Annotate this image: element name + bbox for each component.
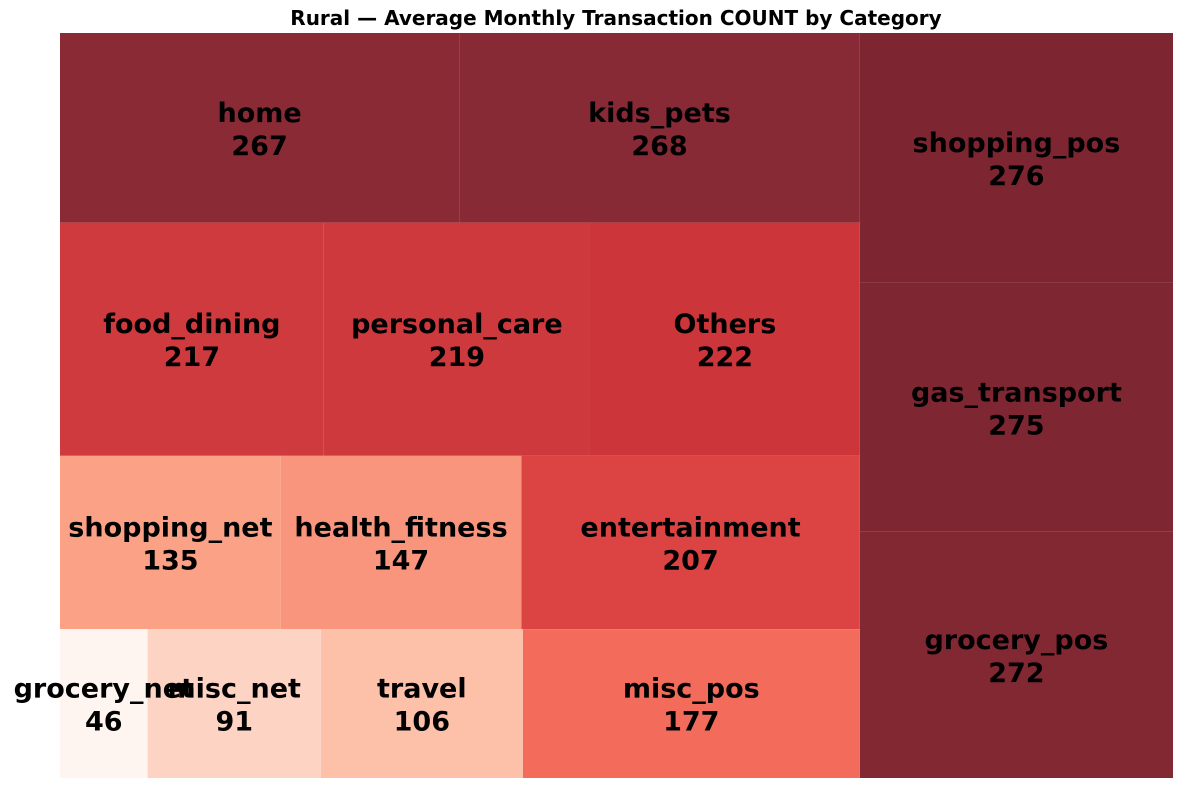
treemap-cell-label: home [217,98,301,129]
treemap-cell-label: grocery_net [14,674,194,705]
treemap-cell-value: 267 [231,131,287,162]
treemap-cell-health-fitness [280,455,522,630]
treemap-cell-label: kids_pets [588,98,731,129]
treemap-cell-value: 276 [988,161,1044,192]
treemap-cell-shopping-pos [859,33,1173,283]
treemap-cell-kids-pets [459,33,860,223]
treemap-cell-value: 275 [988,410,1044,441]
treemap-cell-food-dining [60,222,324,456]
treemap-cell-label: travel [377,674,467,705]
treemap-cell-label: shopping_net [68,512,272,543]
treemap-cell-label: misc_pos [623,674,760,705]
treemap-cell-home [60,33,460,223]
treemap-cell-value: 46 [85,707,123,738]
treemap-cell-entertainment [521,455,860,630]
treemap-cell-label: misc_net [168,674,301,705]
treemap-cell-personal-care [323,222,590,456]
treemap-cell-shopping-net [60,455,281,630]
treemap-cell-value: 217 [164,342,220,373]
treemap-cell-value: 268 [631,131,687,162]
treemap-cell-label: food_dining [103,309,280,340]
treemap-cell-label: health_fitness [294,512,507,543]
treemap-cell-label: entertainment [580,512,800,543]
treemap-cells [60,33,1173,778]
treemap-cell-label: Others [674,309,777,340]
treemap-cell-value: 207 [662,545,718,576]
treemap-cell-misc-net [147,629,321,778]
treemap-cell-label: personal_care [351,309,563,340]
treemap-cell-label: shopping_pos [913,128,1121,159]
treemap-cell-misc-pos [522,629,860,778]
treemap-cell-grocery-net [60,629,148,778]
treemap-cell-value: 135 [142,545,198,576]
treemap-cell-value: 272 [988,658,1044,689]
chart-title: Rural — Average Monthly Transaction COUN… [290,6,941,30]
treemap-cell-value: 147 [373,545,429,576]
treemap-cell-grocery-pos [859,531,1173,778]
treemap-cell-value: 222 [697,342,753,373]
treemap-cell-travel [320,629,523,778]
treemap-cell-label: grocery_pos [924,625,1108,656]
treemap-cell-label: gas_transport [911,377,1122,408]
treemap-cell-value: 177 [663,707,719,738]
treemap-cell-value: 91 [215,707,253,738]
treemap-cell-value: 106 [394,707,450,738]
treemap-cell-value: 219 [429,342,485,373]
treemap-cell-gas-transport [859,282,1173,532]
treemap-cell-others [589,222,860,456]
